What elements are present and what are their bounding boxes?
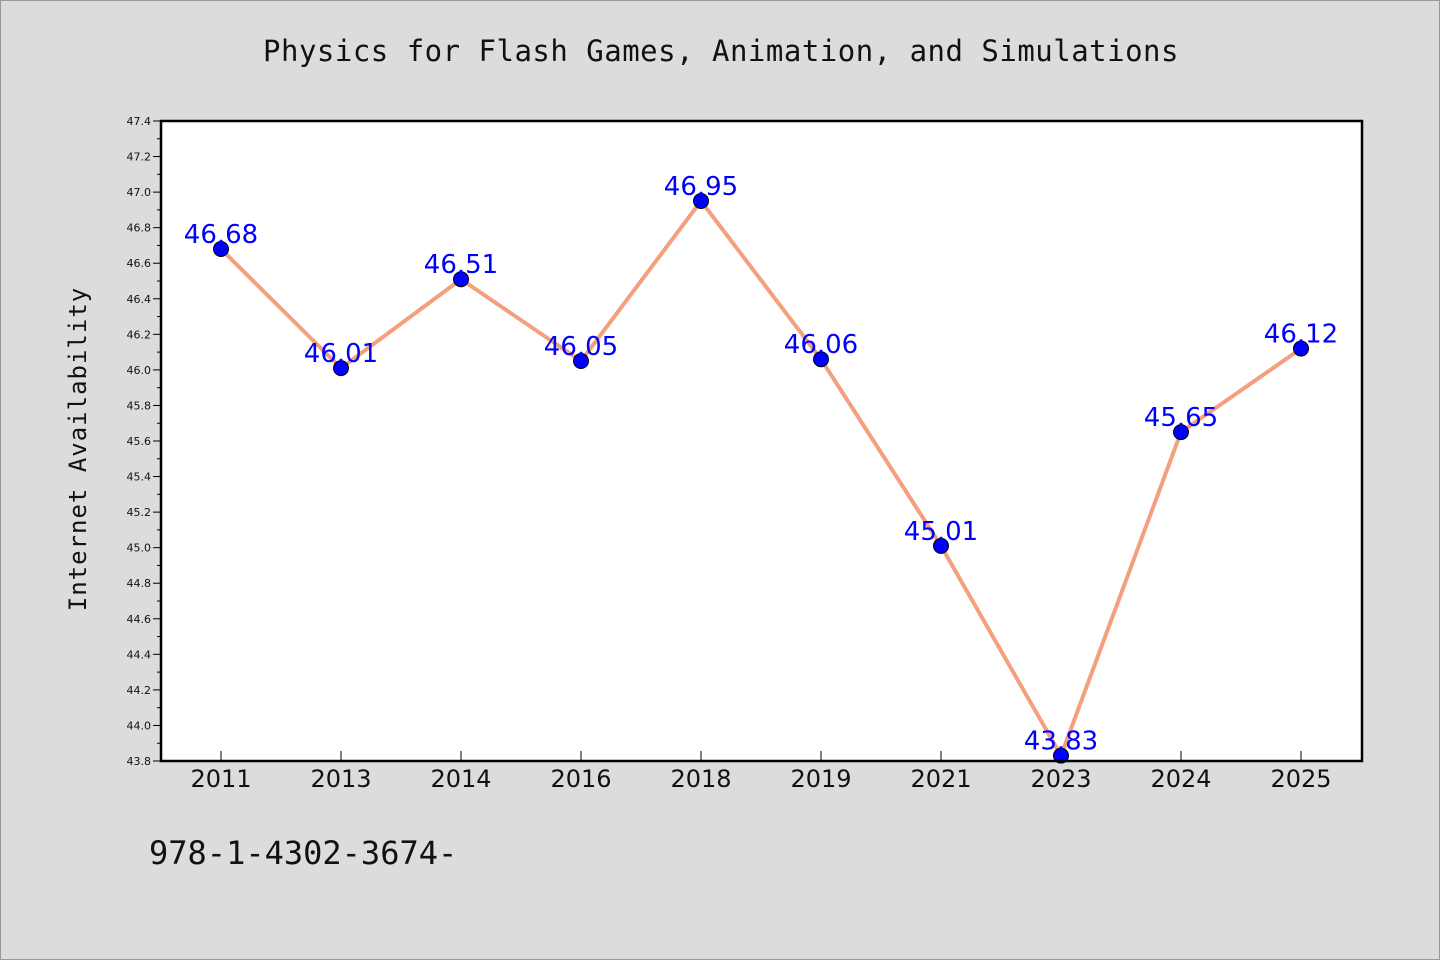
y-tick-label: 45.8 [127,399,152,412]
y-tick-label: 44.2 [127,684,152,697]
y-tick-label: 44.0 [127,719,152,732]
data-point [1173,424,1189,441]
y-tick-label: 46.4 [127,293,152,306]
data-point [1293,340,1309,357]
series-layer [213,193,1309,764]
data-label: 45.65 [1144,403,1218,433]
x-tick-label: 2013 [310,765,371,793]
y-tick-label: 47.2 [127,151,152,164]
x-axis-ticks: 2011 2013 2014 2016 2018 2019 2021 2023 2024 2025 [190,751,1332,793]
plot-area [161,121,1362,761]
footer-code: 978-1-4302-3674- [149,834,458,872]
x-tick-label: 2025 [1270,765,1331,793]
y-tick-label: 46.0 [127,364,152,377]
data-label: 45.01 [904,517,978,547]
x-tick-label: 2024 [1150,765,1211,793]
data-point [1053,747,1069,764]
x-tick-label: 2016 [550,765,611,793]
y-axis-ticks: 43.8 44.0 44.2 44.4 44.6 44.8 45.0 45.2 45.4 45.6… [127,115,161,768]
data-label: 46.51 [424,250,498,280]
data-point [933,537,949,554]
data-label: 46.06 [784,330,858,360]
y-tick-label: 47.4 [127,115,152,128]
x-tick-label: 2021 [910,765,971,793]
x-tick-label: 2019 [790,765,851,793]
data-label: 46.01 [304,339,378,369]
data-label: 46.12 [1264,320,1338,350]
data-label: 46.05 [544,332,618,362]
y-tick-label: 47.0 [127,186,152,199]
data-point [333,360,349,377]
x-tick-label: 2023 [1030,765,1091,793]
data-point [813,351,829,368]
series-line [219,199,1303,758]
data-labels-layer: 46.68 46.01 46.51 46.05 46.95 46.06 45.01 43.83… [184,172,1338,757]
data-point [213,241,229,257]
y-tick-label: 43.8 [127,755,152,768]
y-axis-label: Internet Availability [64,287,92,611]
y-tick-label: 45.0 [127,542,152,555]
data-point [573,353,589,369]
y-tick-label: 45.2 [127,506,152,519]
data-label: 46.68 [184,220,258,250]
y-tick-label: 46.8 [127,222,152,235]
x-tick-label: 2018 [670,765,731,793]
data-label: 46.95 [664,172,738,202]
x-tick-label: 2011 [190,765,251,793]
data-point [453,271,469,288]
chart-title: Physics for Flash Games, Animation, and … [263,34,1179,68]
x-tick-label: 2014 [430,765,491,793]
y-tick-label: 46.2 [127,328,152,341]
plot-frame [159,119,1364,763]
y-tick-label: 44.6 [127,613,152,626]
data-label: 43.83 [1024,727,1098,757]
data-point [693,193,709,209]
y-tick-label: 46.6 [127,257,152,270]
y-tick-label: 44.8 [127,577,152,590]
y-tick-label: 45.6 [127,435,152,448]
y-tick-label: 45.4 [127,471,152,484]
y-tick-label: 44.4 [127,648,152,661]
